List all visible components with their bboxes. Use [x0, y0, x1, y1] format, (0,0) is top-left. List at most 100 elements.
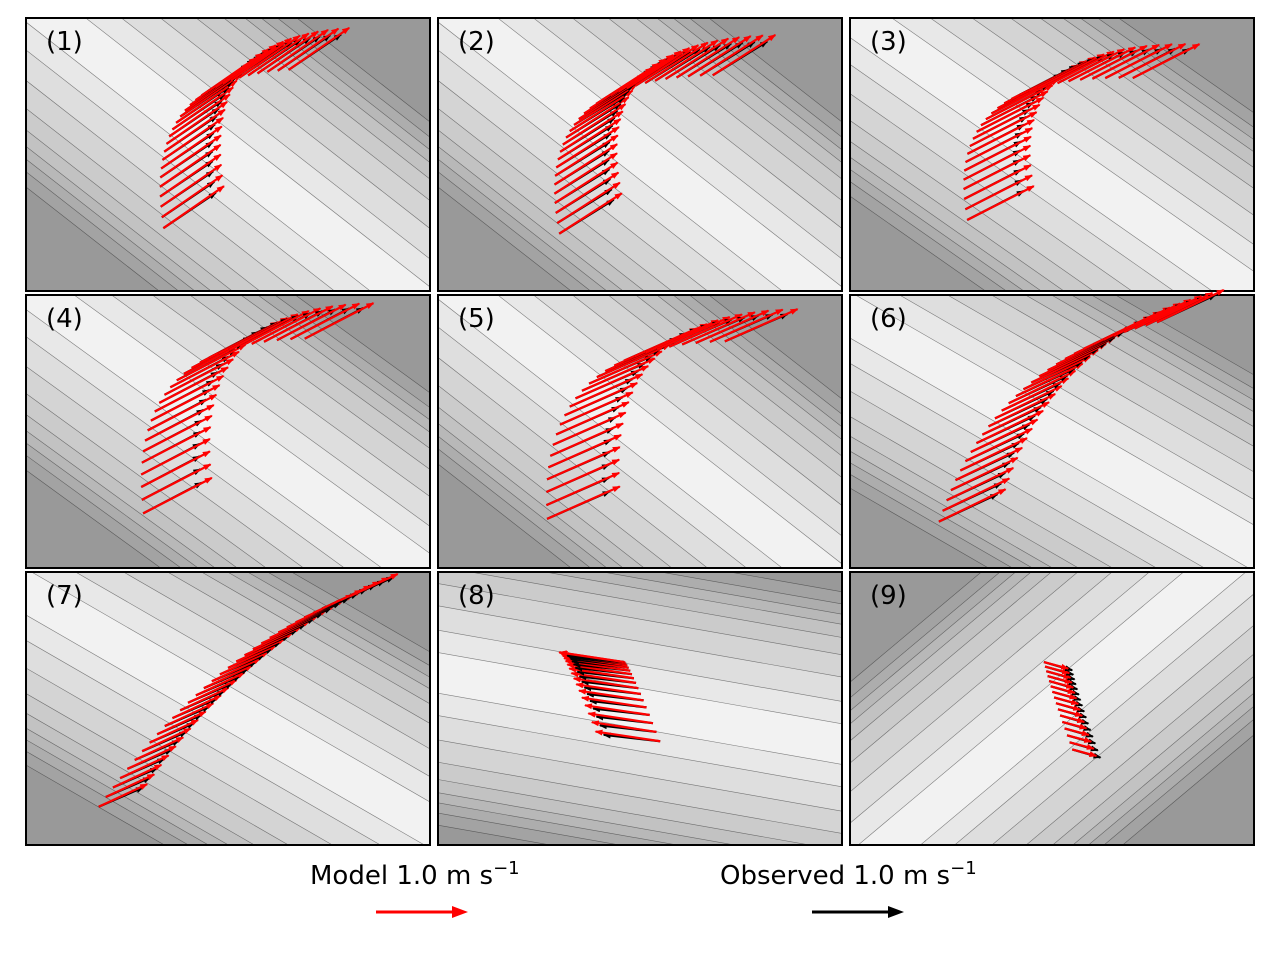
model-vector: [555, 171, 620, 214]
model-vector: [545, 471, 621, 507]
model-vector: [654, 39, 719, 82]
model-vector: [644, 319, 719, 354]
model-vector: [1145, 291, 1214, 327]
panel-label: (1): [46, 27, 83, 57]
model-vector: [169, 350, 240, 389]
model-vector: [990, 78, 1059, 115]
model-vector: [159, 153, 222, 198]
model-vector: [1113, 302, 1182, 337]
panel-4: (4): [25, 294, 431, 569]
model-vector: [1066, 734, 1093, 743]
model-vector: [235, 637, 286, 663]
legend-observed-sup: −1: [950, 858, 977, 879]
model-vector: [963, 135, 1032, 172]
model-vector: [656, 316, 731, 351]
model-vector: [1055, 702, 1082, 711]
model-vector: [970, 418, 1039, 453]
model-vector: [578, 688, 644, 702]
model-vector: [1038, 342, 1107, 378]
model-vector: [988, 393, 1057, 428]
model-vector: [160, 163, 223, 208]
vector-field: [938, 288, 1225, 523]
bathymetry-contours: [438, 295, 842, 568]
model-vector: [554, 161, 619, 205]
panel-label: (7): [46, 581, 83, 611]
model-vector: [965, 127, 1034, 164]
model-vector: [562, 103, 627, 146]
model-vector: [972, 103, 1041, 140]
model-vector: [1062, 720, 1088, 730]
model-vector: [239, 310, 310, 348]
bathymetry-contours: [26, 295, 430, 568]
model-vector: [1036, 53, 1105, 90]
vector-field: [545, 308, 799, 520]
model-vector: [695, 309, 770, 344]
model-vector: [98, 783, 149, 808]
model-vector: [985, 84, 1054, 121]
panel-label: (9): [870, 581, 907, 611]
model-vector: [963, 164, 1032, 200]
model-vector: [141, 426, 212, 464]
model-vector: [565, 96, 630, 139]
model-vector: [159, 134, 222, 179]
panel-6: (6): [849, 288, 1255, 569]
model-vector: [559, 110, 624, 153]
model-vector: [964, 174, 1033, 211]
model-vector: [644, 41, 709, 84]
legend-observed-arrow: [812, 906, 904, 918]
model-vector: [163, 108, 226, 153]
panel-label: (5): [458, 304, 495, 334]
model-vector: [1134, 295, 1203, 330]
model-vector: [348, 572, 399, 598]
model-vector: [126, 745, 177, 770]
model-vector: [1053, 696, 1080, 705]
model-vector: [942, 477, 1011, 512]
model-vector: [950, 456, 1019, 492]
panel-label: (2): [458, 27, 495, 57]
model-vector: [555, 401, 630, 436]
model-vector: [1104, 43, 1173, 80]
model-vector: [219, 650, 270, 676]
model-vector: [955, 446, 1024, 482]
model-vector: [1057, 48, 1126, 85]
model-vector: [256, 30, 319, 75]
model-vector: [141, 727, 192, 753]
vector-field: [98, 572, 399, 808]
model-vector: [156, 710, 207, 736]
model-vector: [687, 35, 752, 78]
model-vector: [575, 682, 642, 696]
model-vector: [134, 736, 185, 761]
model-vector: [164, 702, 215, 728]
bathymetry-contours: [850, 18, 1254, 291]
model-vector: [594, 729, 661, 743]
panel-frame: [437, 17, 843, 292]
panel-frame: [25, 571, 431, 846]
model-vector: [1057, 708, 1084, 717]
bathymetry-contours: [438, 572, 842, 845]
model-vector: [676, 36, 741, 79]
model-vector: [251, 307, 322, 345]
model-vector: [1015, 362, 1084, 398]
model-vector: [966, 185, 1035, 222]
model-vector: [981, 401, 1050, 436]
model-vector: [1059, 714, 1086, 724]
model-vector: [171, 694, 222, 720]
legend-model-arrow: [376, 906, 468, 918]
model-vector: [963, 154, 1032, 191]
model-vector: [580, 695, 647, 709]
model-vector: [558, 192, 623, 235]
model-vector: [635, 44, 700, 87]
model-vector: [1001, 377, 1070, 412]
model-vector: [1046, 670, 1072, 679]
model-vector: [263, 305, 334, 343]
model-vector: [1043, 661, 1070, 670]
bathymetry-contours: [438, 18, 842, 291]
model-vector: [975, 409, 1045, 445]
legend-model-label: Model 1.0 m s−1: [310, 858, 520, 891]
legend-observed-text: Observed 1.0 m s: [720, 861, 950, 891]
model-vector: [168, 93, 231, 138]
model-vector: [142, 414, 213, 453]
model-vector: [140, 438, 211, 476]
model-vector: [141, 463, 212, 501]
model-vector: [230, 37, 293, 82]
